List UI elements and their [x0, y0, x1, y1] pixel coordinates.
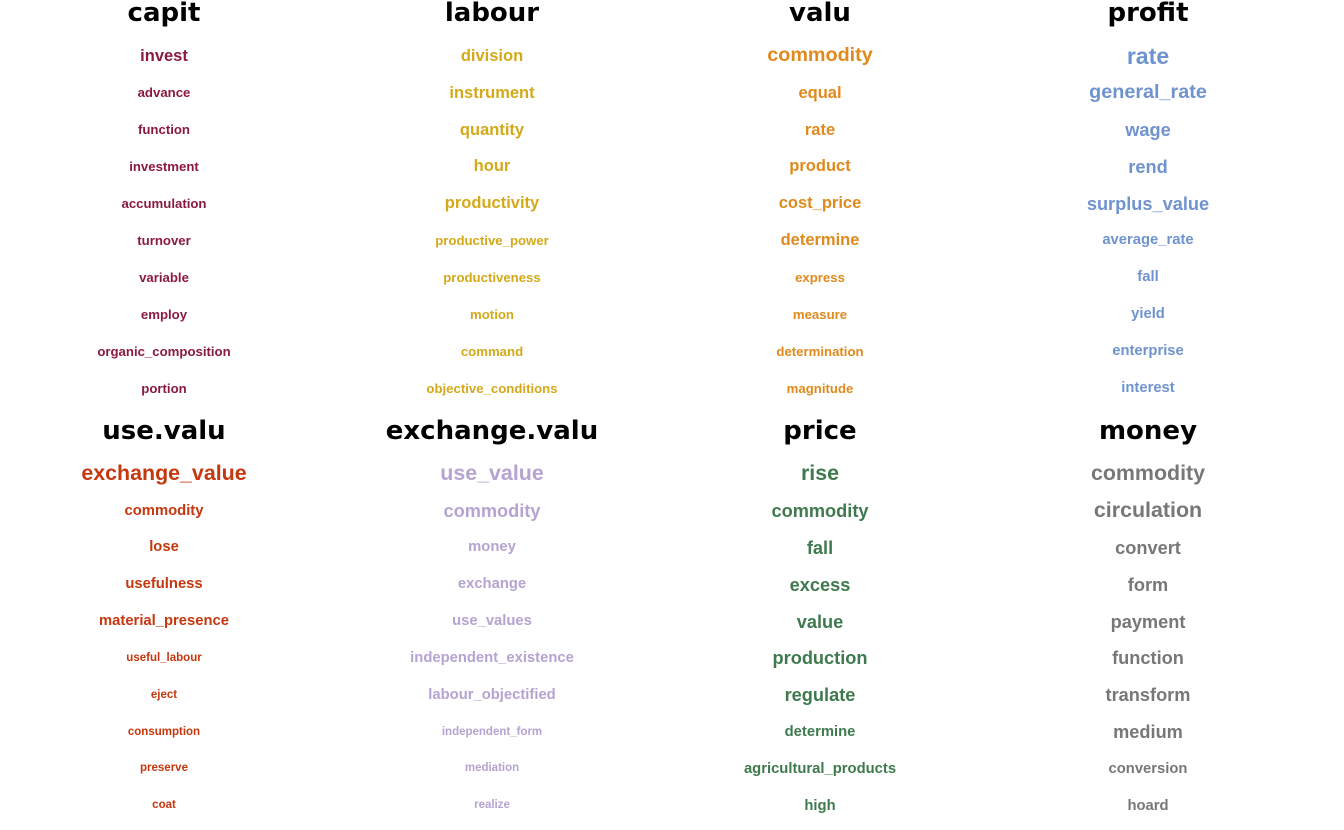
topic-word: magnitude	[786, 380, 854, 396]
topic-word: express	[795, 269, 845, 285]
topic-heading: money	[1098, 416, 1198, 446]
topic-word: transform	[1105, 685, 1191, 706]
topic-word: lose	[149, 539, 179, 556]
topic-word: productive_power	[435, 232, 549, 248]
topic-panel: use.valu exchange_value commodity lose usefu…	[0, 418, 328, 830]
topic-word: function	[1112, 648, 1184, 669]
topic-word: commodity	[771, 500, 869, 521]
topic-word: accumulation	[121, 196, 207, 211]
topic-word: mediation	[464, 762, 520, 775]
topic-word: determination	[776, 343, 864, 359]
topic-word: consumption	[127, 725, 201, 738]
topic-word: convert	[1115, 537, 1181, 558]
topic-word: productiveness	[443, 269, 541, 285]
topic-word: command	[460, 343, 524, 359]
topic-word: medium	[1113, 722, 1183, 743]
topic-word: fall	[1137, 269, 1159, 285]
topic-word: regulate	[784, 685, 856, 706]
topic-word: general_rate	[1089, 81, 1207, 103]
topic-word: product	[789, 157, 851, 176]
topic-word: wage	[1125, 119, 1171, 140]
topic-word: instrument	[449, 83, 535, 102]
topic-panel: price rise commodity fall excess value product…	[656, 418, 984, 830]
topic-heading: valu	[789, 0, 851, 28]
topic-word: investment	[129, 159, 199, 175]
topic-word: use_values	[452, 613, 532, 630]
topic-word: payment	[1110, 611, 1186, 632]
topic-word: independent_form	[441, 725, 543, 738]
topic-heading: capit	[127, 0, 201, 28]
topic-word: form	[1127, 574, 1169, 595]
topic-panel: exchange.valu use_value commodity money exch…	[328, 418, 656, 830]
topic-word: circulation	[1093, 498, 1203, 523]
topic-word: exchange	[457, 576, 527, 593]
topic-word: eject	[150, 688, 178, 701]
topic-word: advance	[137, 85, 191, 101]
topic-word: productivity	[444, 194, 540, 213]
topic-word: division	[460, 46, 524, 65]
topic-word: commodity	[1090, 461, 1206, 486]
topic-word: hoard	[1127, 797, 1169, 814]
topic-word: hour	[473, 157, 511, 176]
topic-word: quantity	[459, 120, 525, 139]
topic-word: yield	[1131, 305, 1165, 322]
topic-word: rate	[1126, 42, 1170, 69]
topic-word: average_rate	[1102, 232, 1194, 249]
topic-word: function	[137, 122, 190, 138]
topic-word: rise	[800, 461, 840, 486]
topic-word: variable	[139, 269, 189, 285]
topic-word: preserve	[140, 762, 188, 775]
topic-word: exchange_value	[81, 461, 247, 486]
topic-word: portion	[141, 380, 187, 396]
topic-panel: capit invest advance function investment accu…	[0, 0, 328, 412]
topic-word: conversion	[1108, 760, 1188, 777]
topic-word: use_value	[440, 461, 544, 486]
topic-word: motion	[470, 306, 514, 322]
topic-word: employ	[140, 306, 188, 322]
topic-word: money	[468, 539, 516, 556]
topic-word: independent_existence	[410, 650, 574, 667]
topic-word: agricultural_products	[743, 760, 897, 777]
topic-word: organic_composition	[97, 343, 231, 359]
topic-word: excess	[789, 574, 851, 595]
topic-word: interest	[1121, 379, 1175, 396]
topic-word: rend	[1128, 156, 1168, 177]
topic-word: cost_price	[778, 194, 862, 213]
topic-word: turnover	[137, 232, 191, 248]
topic-word: objective_conditions	[426, 380, 558, 396]
topic-heading: exchange.valu	[385, 416, 599, 446]
topic-word: surplus_value	[1086, 193, 1210, 214]
topic-word: useful_labour	[126, 651, 202, 664]
topic-word: usefulness	[125, 576, 203, 593]
topic-heading: use.valu	[102, 416, 226, 446]
topic-heading: profit	[1107, 0, 1189, 28]
topic-word: commodity	[124, 502, 204, 519]
topic-word: commodity	[443, 500, 541, 521]
topic-word: rate	[804, 120, 836, 139]
topic-word: value	[796, 611, 844, 632]
topic-word: fall	[806, 537, 834, 558]
topic-word: determine	[780, 231, 860, 250]
topic-word: production	[772, 648, 868, 669]
topic-word: high	[804, 797, 836, 814]
topic-word: coat	[152, 799, 176, 812]
topic-panel: money commodity circulation convert form paym…	[984, 418, 1312, 830]
topic-word: invest	[140, 46, 188, 65]
topic-word: equal	[798, 83, 842, 102]
topic-word: realize	[474, 799, 510, 812]
topic-heading: labour	[444, 0, 540, 28]
topic-heading: price	[783, 416, 857, 446]
topic-word: determine	[784, 723, 856, 740]
topic-word: measure	[792, 306, 848, 322]
topic-word: commodity	[767, 44, 873, 67]
topic-word: labour_objectified	[428, 687, 556, 703]
topic-word: enterprise	[1112, 342, 1184, 359]
topic-panel: labour division instrument quantity hour prod…	[328, 0, 656, 412]
topic-word: material_presence	[99, 613, 229, 630]
